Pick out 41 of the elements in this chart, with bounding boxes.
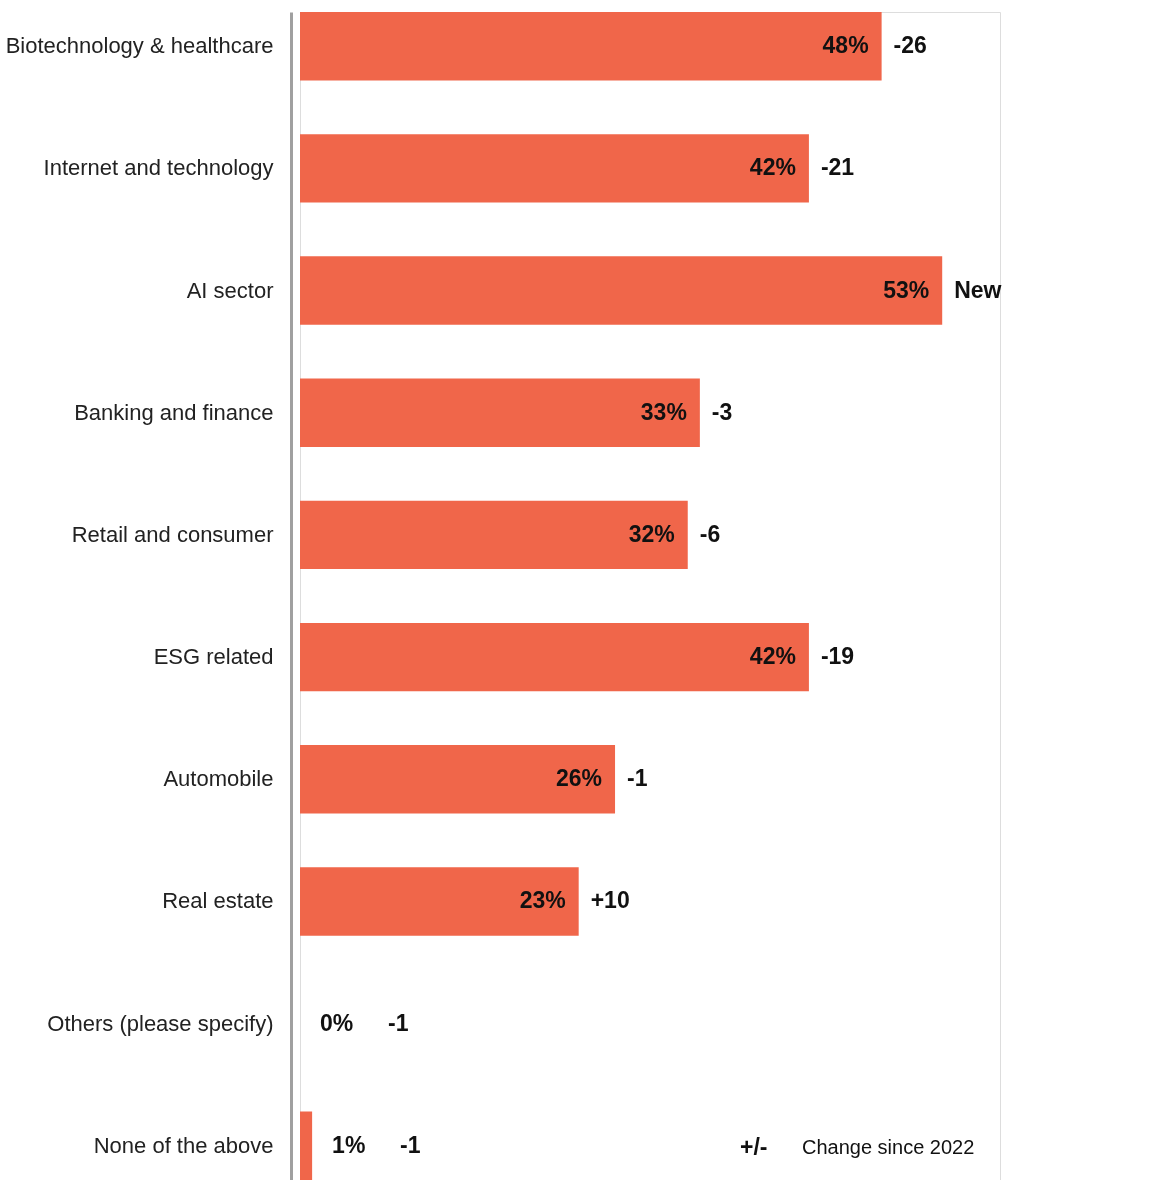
annotation: Change since 2022 [802, 1136, 975, 1158]
annotation: +/- [740, 1134, 768, 1160]
annotation: -3 [711, 398, 733, 425]
data-label: 42% [749, 154, 796, 181]
data-label: 23% [519, 887, 566, 914]
annotation: -1 [388, 1009, 409, 1036]
y-tick-label: Others (please specify) [47, 1010, 274, 1036]
annotation: -1 [400, 1131, 421, 1158]
y-tick-label: ESG related [153, 644, 274, 670]
bar [300, 867, 579, 936]
bar [300, 745, 616, 814]
annotation: -6 [699, 520, 721, 547]
data-label: 53% [883, 276, 930, 303]
bar [300, 134, 809, 203]
y-tick-label: Real estate [162, 888, 274, 914]
y-tick-label: Retail and consumer [71, 521, 274, 547]
data-label: 1% [332, 1131, 366, 1158]
y-tick-label: AI sector [186, 277, 274, 303]
annotation: -26 [893, 32, 927, 59]
bar [300, 256, 943, 325]
bar [300, 500, 688, 570]
annotation: -1 [627, 765, 648, 792]
data-label: 42% [749, 643, 796, 670]
data-label: 26% [556, 765, 603, 792]
bar [300, 378, 700, 447]
data-label: 32% [628, 520, 675, 547]
text: New [954, 276, 1002, 303]
data-label: 48% [822, 32, 869, 59]
y-tick-label: None of the above [93, 1132, 274, 1158]
bar [300, 12, 882, 81]
y-tick-label: Banking and finance [74, 399, 274, 425]
bar [300, 622, 809, 692]
data-label: 33% [640, 398, 687, 425]
annotation: -19 [820, 643, 855, 670]
y-tick-label: Automobile [163, 766, 274, 792]
y-tick-label: Internet and technology [43, 155, 274, 181]
annotation: -21 [820, 154, 855, 181]
y-tick-label: Biotechnology & healthcare [5, 33, 274, 59]
data-label: 0% [320, 1009, 354, 1036]
bar [300, 1111, 313, 1180]
annotation: +10 [590, 887, 630, 914]
